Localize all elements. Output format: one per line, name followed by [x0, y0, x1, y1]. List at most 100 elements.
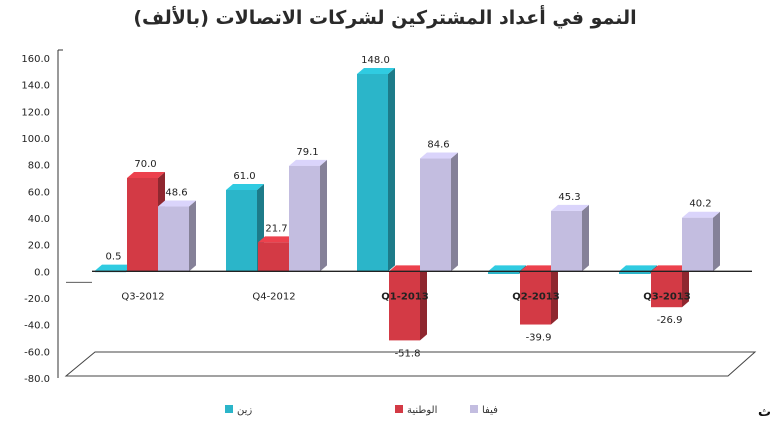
y-tick-label: 0.0 [34, 267, 50, 278]
category-label: Q3-2013 [643, 291, 690, 302]
bar-top [357, 68, 395, 74]
bar-front [651, 271, 682, 308]
zero-line [66, 270, 752, 283]
legend-label: زين [237, 405, 252, 416]
chart-floor [64, 351, 757, 377]
y-tick-label: -20.0 [24, 294, 50, 305]
data-label: 79.1 [296, 147, 318, 158]
chart-title: النمو في أعداد المشتركين لشركات الاتصالا… [133, 5, 636, 29]
bar-top [619, 265, 657, 272]
bar [289, 159, 327, 272]
data-label: 48.6 [165, 188, 187, 199]
y-tick-label: -60.0 [24, 347, 50, 358]
data-label: 61.0 [233, 171, 255, 182]
bar-front [520, 271, 551, 325]
bar-front [158, 206, 189, 272]
bar [258, 236, 296, 272]
bar-front [258, 242, 289, 272]
bar-top [95, 264, 133, 271]
legend-swatch [225, 405, 233, 413]
legend: زين الوطنية فيفا [225, 405, 498, 416]
data-label: -39.9 [526, 333, 552, 344]
bar-front [551, 210, 582, 272]
bar [127, 172, 165, 272]
bar-top [226, 184, 264, 190]
data-label: 0.5 [106, 252, 122, 263]
bar [389, 265, 427, 341]
y-axis-ticks: 160.0 140.0 120.0 100.0 80.0 60.0 40.0 20.0 0.0 -… [21, 54, 50, 385]
bars [95, 68, 720, 341]
bar-side [713, 211, 720, 272]
bar [551, 204, 589, 272]
y-tick-label: -40.0 [24, 321, 50, 332]
bar-front [619, 271, 650, 274]
bar [158, 200, 196, 272]
bar-side [320, 159, 327, 272]
legend-label: فيفا [482, 405, 498, 416]
bar-front [226, 190, 257, 272]
bar-side [189, 200, 196, 272]
bar-top [420, 152, 458, 159]
bar-front [127, 178, 158, 272]
bar-side [451, 152, 458, 272]
data-label: 40.2 [689, 199, 711, 210]
y-tick-label: 60.0 [28, 187, 50, 198]
data-label: 70.0 [134, 159, 156, 170]
bar-side [582, 204, 589, 272]
bar-side [420, 265, 427, 341]
bar-top [651, 265, 689, 272]
category-label: Q3-2012 [121, 291, 164, 302]
legend-item: زين [225, 405, 252, 416]
legend-swatch [470, 405, 478, 413]
data-labels: 0.5 70.0 48.6 61.0 21.7 79.1 148.0 -51.8 84.6 -39… [106, 55, 712, 359]
bar-front [682, 217, 713, 272]
data-label: 45.3 [558, 192, 580, 203]
data-label: 21.7 [265, 223, 287, 234]
category-label: Q1-2013 [381, 291, 428, 302]
data-label: -26.9 [657, 315, 683, 326]
bar [682, 211, 720, 272]
legend-item: الوطنية [395, 405, 437, 416]
y-tick-label: 40.0 [28, 214, 50, 225]
bar-top [127, 172, 165, 178]
data-label: 84.6 [427, 140, 449, 151]
bar-front [389, 271, 420, 341]
bar-side [551, 265, 558, 325]
bar [520, 265, 558, 325]
y-tick-label: 80.0 [28, 161, 50, 172]
source-label: المصدر : غلوبل للابحاث [758, 405, 770, 420]
y-tick-label: 160.0 [21, 54, 50, 65]
bar [357, 68, 395, 272]
bar-top [258, 236, 296, 243]
data-label: -51.8 [395, 348, 421, 359]
category-label: Q2-2013 [512, 291, 559, 302]
bar [651, 265, 689, 308]
bar-front [289, 165, 320, 272]
data-label: 148.0 [361, 55, 390, 66]
y-tick-label: 20.0 [28, 241, 50, 252]
bar [420, 152, 458, 272]
legend-label: الوطنية [407, 405, 437, 416]
y-tick-label: -80.0 [24, 374, 50, 385]
legend-swatch [395, 405, 403, 413]
category-label: Q4-2012 [252, 291, 295, 302]
bar-side [388, 68, 395, 272]
bar-top [389, 265, 427, 272]
bar-top [682, 211, 720, 218]
legend-item: فيفا [470, 405, 498, 416]
y-tick-label: 140.0 [21, 81, 50, 92]
plot-frame [57, 49, 63, 378]
category-labels: Q3-2012 Q4-2012 Q1-2013 Q2-2013 Q3-2013 [121, 291, 690, 302]
bar-top [551, 204, 589, 211]
floor-plane [64, 351, 757, 377]
bar-top [158, 200, 196, 207]
bar-side [682, 265, 689, 308]
y-tick-label: 100.0 [21, 134, 50, 145]
bar-front [488, 271, 519, 274]
y-tick-label: 120.0 [21, 107, 50, 118]
bar-front [357, 74, 388, 272]
bar-top [289, 159, 327, 166]
bar-top [520, 265, 558, 272]
bar-top [488, 265, 526, 272]
